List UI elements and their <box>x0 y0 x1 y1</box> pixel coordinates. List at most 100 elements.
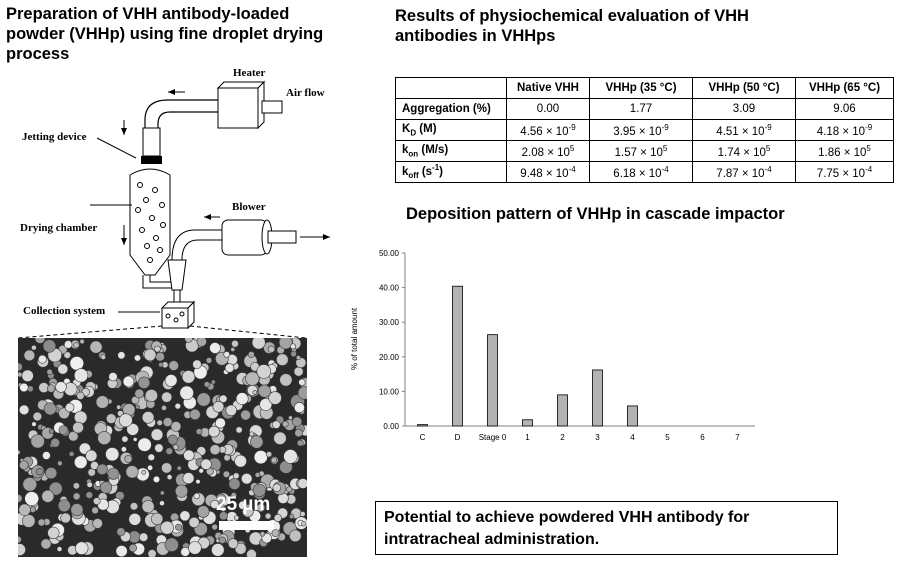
particle <box>122 375 135 388</box>
x-category-label: D <box>455 433 461 442</box>
table-header-cell <box>395 77 507 99</box>
particle <box>30 434 45 449</box>
particle <box>73 342 80 349</box>
particle <box>182 472 195 485</box>
particle <box>31 344 37 351</box>
particle <box>29 506 37 513</box>
particle <box>125 465 139 479</box>
y-tick-label: 20.00 <box>379 353 400 362</box>
particle <box>116 527 126 537</box>
particle <box>70 503 84 517</box>
y-tick-label: 0.00 <box>383 422 399 431</box>
particle <box>141 500 155 513</box>
particle <box>141 469 147 475</box>
particle <box>120 446 127 453</box>
particle <box>131 395 140 405</box>
particle <box>79 338 85 345</box>
particle <box>63 351 71 359</box>
particle <box>228 478 241 490</box>
particle <box>105 447 120 462</box>
x-category-label: C <box>420 433 426 442</box>
particle <box>195 428 203 435</box>
particle <box>218 536 227 544</box>
particle <box>158 362 164 368</box>
particle <box>108 372 118 382</box>
table-header-cell: Native VHH <box>506 77 590 99</box>
particle <box>99 481 113 494</box>
particle <box>181 370 196 384</box>
particle <box>196 338 207 347</box>
table-row: Aggregation (%) 0.00 1.77 3.09 9.06 <box>395 98 894 120</box>
particle <box>154 443 164 453</box>
y-tick-label: 40.00 <box>379 284 400 293</box>
particle <box>97 431 112 445</box>
scale-bar <box>219 521 274 530</box>
particle <box>235 426 243 434</box>
particle <box>126 423 139 436</box>
particle <box>69 356 84 371</box>
x-category-label: 4 <box>630 433 635 442</box>
table-header-cell: VHHp (50 °C) <box>692 77 796 99</box>
particle <box>298 378 306 386</box>
x-category-label: 5 <box>665 433 670 442</box>
particle <box>160 490 165 496</box>
particle <box>56 546 63 552</box>
particle <box>45 467 58 480</box>
particle <box>57 363 69 375</box>
particle <box>230 347 236 352</box>
particle <box>137 437 152 452</box>
drying-chamber <box>129 168 171 276</box>
particle <box>116 404 122 410</box>
particle <box>301 521 307 527</box>
row-label: Aggregation (%) <box>395 98 507 120</box>
table-cell: 7.75 × 10-4 <box>795 161 894 183</box>
particle <box>294 428 303 438</box>
x-category-label: Stage 0 <box>479 433 507 442</box>
heater-box <box>216 80 283 130</box>
particle <box>162 417 173 427</box>
particle <box>24 491 39 506</box>
table-row: KD (M) 4.56 × 10-9 3.95 × 10-9 4.51 × 10… <box>395 119 894 141</box>
particle <box>165 447 174 455</box>
particle <box>42 339 56 353</box>
bar <box>522 419 533 427</box>
particle <box>147 464 154 471</box>
particle <box>18 371 23 378</box>
particle <box>57 499 71 512</box>
bar <box>487 334 498 427</box>
particle <box>222 470 230 478</box>
table-cell: 4.18 × 10-9 <box>795 119 894 141</box>
particle <box>265 451 273 458</box>
particle <box>293 366 304 377</box>
particle <box>289 343 296 350</box>
particle <box>18 449 21 455</box>
particle <box>272 420 281 429</box>
particle <box>159 500 165 506</box>
particle <box>252 483 266 497</box>
sem-image: 25 µm <box>18 338 307 557</box>
particle <box>68 451 75 457</box>
particle <box>278 338 293 350</box>
particle <box>92 518 103 529</box>
particle <box>117 351 126 360</box>
bar <box>557 394 568 427</box>
particle <box>18 503 31 516</box>
particle <box>85 491 94 499</box>
particle <box>293 402 305 414</box>
particle <box>286 486 293 493</box>
particle <box>134 388 145 399</box>
particle <box>188 541 202 555</box>
table-cell: 0.00 <box>506 98 590 120</box>
particle <box>161 462 173 474</box>
particle <box>156 419 163 426</box>
particle <box>85 449 98 462</box>
particle <box>240 409 251 421</box>
particle <box>234 542 247 555</box>
left-title: Preparation of VHH antibody-loaded powde… <box>6 5 324 63</box>
particle <box>231 339 239 348</box>
particle <box>161 405 167 411</box>
blower-label: Blower <box>232 201 266 213</box>
particle <box>296 439 304 447</box>
particle <box>76 391 85 400</box>
particle <box>36 468 44 476</box>
